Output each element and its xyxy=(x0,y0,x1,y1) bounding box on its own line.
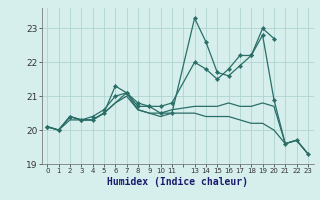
X-axis label: Humidex (Indice chaleur): Humidex (Indice chaleur) xyxy=(107,177,248,187)
